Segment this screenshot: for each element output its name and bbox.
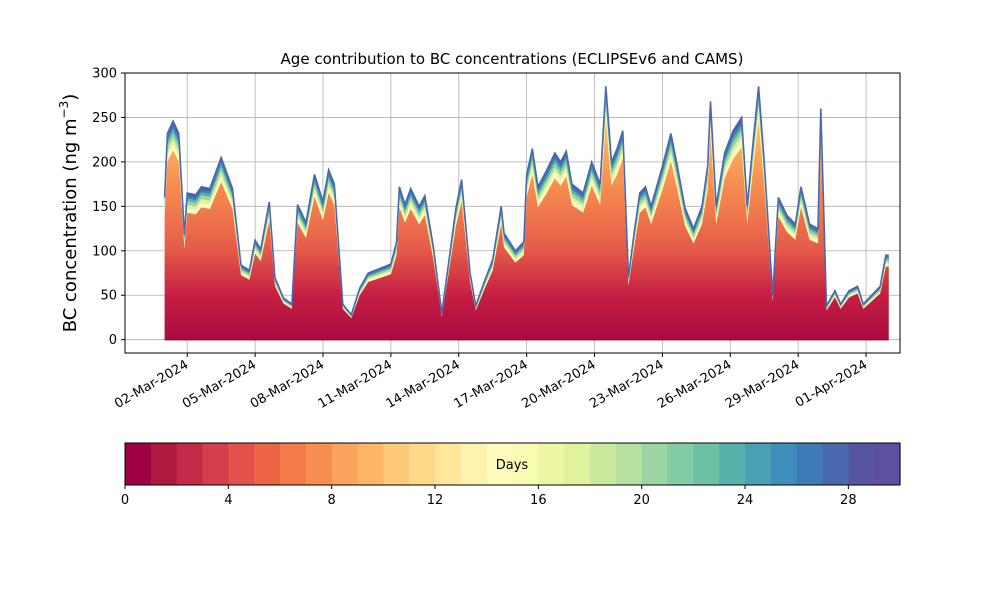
colorbar-segment [150, 443, 178, 485]
colorbar-segment [538, 443, 565, 485]
plot-frame [124, 72, 901, 354]
colorbar-segment [667, 443, 694, 485]
y-tick-label: 100 [92, 244, 117, 259]
x-tick-label: 29-Mar-2024 [723, 357, 802, 411]
y-ticks: 0 50 100 150 200 250 300 [92, 67, 125, 348]
y-tick-label: 250 [92, 111, 117, 126]
x-tick-label: 11-Mar-2024 [316, 357, 395, 411]
colorbar-segment [615, 443, 643, 485]
x-tick-label: 23-Mar-2024 [587, 357, 666, 411]
colorbar-segment [409, 443, 436, 485]
colorbar-segment [770, 443, 798, 485]
colorbar-tick-label: 24 [737, 493, 754, 508]
colorbar-segment [331, 443, 359, 485]
colorbar-segment [280, 443, 307, 485]
x-tick-label: 14-Mar-2024 [384, 357, 463, 411]
colorbar-segment [848, 443, 875, 485]
colorbar-segment [176, 443, 204, 485]
colorbar-segment [796, 443, 824, 485]
x-tick-label: 05-Mar-2024 [180, 357, 259, 411]
colorbar-tick-label: 28 [840, 493, 857, 508]
colorbar-segment [486, 443, 514, 485]
colorbar-segment [719, 443, 746, 485]
colorbar-segment [254, 443, 281, 485]
total-outline [163, 86, 889, 317]
x-tick-label: 17-Mar-2024 [452, 357, 531, 411]
colorbar-segment [460, 443, 488, 485]
y-axis-label-exponent: −3 [57, 101, 71, 119]
colorbar-tick-label: 0 [121, 493, 129, 508]
colorbar-segment [383, 443, 410, 485]
stacked-areas [163, 86, 889, 341]
colorbar-segment [202, 443, 229, 485]
y-axis-label-text: BC concentration (ng m [60, 118, 81, 332]
y-tick-label: 0 [109, 333, 117, 348]
colorbar-segment [228, 443, 255, 485]
colorbar-segment [822, 443, 849, 485]
x-tick-label: 01-Apr-2024 [793, 357, 870, 410]
x-ticks: 02-Mar-202405-Mar-202408-Mar-202411-Mar-… [112, 353, 870, 412]
colorbar-segment [435, 443, 462, 485]
y-axis-label-close: ) [60, 94, 81, 101]
colorbar-segment [590, 443, 617, 485]
colorbar-segments [125, 443, 901, 485]
colorbar-segment [564, 443, 591, 485]
colorbar-frame [124, 442, 901, 486]
colorbar-segment [693, 443, 720, 485]
chart-title: Age contribution to BC concentrations (E… [281, 50, 744, 68]
x-tick-label: 08-Mar-2024 [248, 357, 327, 411]
colorbar-ticks: 0 4 8 12 16 20 24 28 [121, 485, 857, 508]
colorbar-label: Days [496, 458, 529, 473]
y-axis-label: BC concentration (ng m−3) [57, 94, 81, 333]
x-tick-label: 20-Mar-2024 [519, 357, 598, 411]
colorbar-segment [874, 443, 901, 485]
age-band [164, 120, 889, 340]
y-tick-label: 200 [92, 155, 117, 170]
colorbar-tick-label: 12 [427, 493, 444, 508]
x-tick-label: 26-Mar-2024 [655, 357, 734, 411]
colorbar-segment [641, 443, 669, 485]
y-tick-label: 150 [92, 200, 117, 215]
y-tick-label: 50 [100, 289, 117, 304]
colorbar-segment [512, 443, 539, 485]
y-tick-label: 300 [92, 67, 117, 82]
colorbar-segment [357, 443, 384, 485]
colorbar-segment [745, 443, 772, 485]
colorbar-segment [305, 443, 333, 485]
colorbar-segment [125, 443, 152, 485]
colorbar-tick-label: 4 [224, 493, 232, 508]
axes [124, 72, 901, 354]
colorbar-tick-label: 20 [633, 493, 650, 508]
colorbar-tick-label: 8 [328, 493, 336, 508]
colorbar-tick-label: 16 [530, 493, 547, 508]
x-tick-label: 02-Mar-2024 [112, 357, 191, 411]
colorbar: Days 0 4 8 12 16 20 24 28 [121, 442, 901, 508]
